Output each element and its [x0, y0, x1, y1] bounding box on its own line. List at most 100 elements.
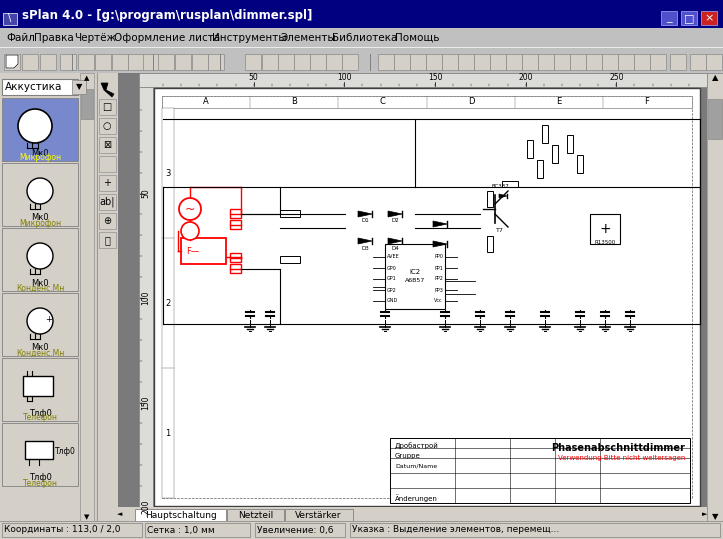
Text: ~: ~ — [185, 203, 195, 216]
Text: 200: 200 — [518, 73, 533, 82]
Text: □: □ — [103, 102, 111, 112]
Text: Библиотека: Библиотека — [332, 33, 397, 43]
Bar — [22, 54, 38, 70]
Bar — [118, 73, 707, 521]
Bar — [262, 54, 278, 70]
Text: B: B — [291, 98, 297, 107]
Text: Мк0: Мк0 — [31, 343, 49, 353]
Bar — [245, 54, 261, 70]
Text: Мк0: Мк0 — [31, 149, 49, 157]
Text: D2: D2 — [391, 218, 399, 224]
Text: T7: T7 — [496, 229, 504, 233]
Bar — [487, 191, 493, 207]
Text: ▼: ▼ — [76, 82, 82, 92]
Bar — [78, 54, 94, 70]
Bar — [72, 80, 86, 94]
Bar — [342, 54, 358, 70]
Text: +: + — [46, 314, 53, 323]
Text: 50: 50 — [249, 73, 259, 82]
Text: Änderungen: Änderungen — [395, 494, 438, 502]
Text: Аккустика: Аккустика — [5, 82, 62, 92]
Bar — [230, 264, 241, 273]
Text: Verstärker: Verstärker — [296, 510, 342, 520]
Text: Помощь: Помощь — [395, 33, 440, 43]
Text: A: A — [203, 98, 209, 107]
Bar — [2, 358, 78, 421]
Bar — [230, 220, 241, 229]
Text: D1: D1 — [361, 218, 369, 224]
Text: ◄: ◄ — [117, 511, 123, 517]
Text: IC2: IC2 — [409, 269, 421, 275]
Bar — [661, 11, 677, 25]
Bar — [112, 54, 128, 70]
Text: Телефон: Телефон — [22, 413, 58, 423]
Text: PP0: PP0 — [434, 254, 443, 259]
Bar — [522, 54, 538, 70]
Bar — [99, 232, 116, 248]
Text: ab|: ab| — [99, 197, 115, 208]
Text: Конденс.Мн: Конденс.Мн — [16, 349, 64, 357]
Bar — [99, 99, 116, 115]
Bar — [542, 125, 548, 143]
Bar — [567, 135, 573, 153]
Bar — [410, 54, 426, 70]
Bar — [701, 11, 717, 25]
Bar — [708, 99, 722, 139]
Text: 1: 1 — [166, 429, 171, 438]
Bar — [690, 54, 706, 70]
Text: Элементы: Элементы — [281, 33, 336, 43]
Text: ○: ○ — [103, 121, 111, 131]
Polygon shape — [388, 238, 402, 244]
Bar — [426, 54, 442, 70]
Text: ►: ► — [702, 511, 708, 517]
Bar — [602, 54, 618, 70]
Polygon shape — [358, 211, 372, 217]
Bar — [378, 54, 394, 70]
Bar — [208, 54, 224, 70]
Bar — [162, 108, 174, 498]
Bar — [192, 54, 208, 70]
Text: Тлф0: Тлф0 — [29, 409, 51, 418]
Bar — [181, 238, 226, 264]
Text: GP2: GP2 — [387, 287, 397, 293]
Bar — [135, 509, 226, 521]
Bar — [99, 118, 116, 134]
Bar — [490, 54, 506, 70]
Text: Координаты : 113,0 / 2,0: Координаты : 113,0 / 2,0 — [4, 526, 121, 535]
Text: 250: 250 — [609, 73, 623, 82]
Text: Микрофон: Микрофон — [19, 154, 61, 162]
Bar — [2, 79, 78, 95]
Bar — [255, 523, 345, 537]
Bar — [552, 145, 558, 163]
Polygon shape — [433, 221, 447, 227]
Text: ▲: ▲ — [711, 73, 718, 82]
Bar — [577, 155, 583, 173]
Text: PP3: PP3 — [434, 287, 443, 293]
Text: 150: 150 — [428, 73, 442, 82]
Bar — [118, 507, 707, 521]
Text: R13500: R13500 — [594, 239, 615, 245]
Text: Оформление листа: Оформление листа — [114, 33, 220, 43]
Polygon shape — [433, 241, 447, 247]
Polygon shape — [101, 83, 114, 97]
Text: Инструменты: Инструменты — [212, 33, 286, 43]
Bar — [2, 228, 78, 291]
Text: 150: 150 — [142, 395, 150, 410]
Text: Указка : Выделение элементов, перемещ...: Указка : Выделение элементов, перемещ... — [352, 526, 560, 535]
Text: Тлф0: Тлф0 — [29, 473, 51, 482]
Circle shape — [27, 243, 53, 269]
Bar — [60, 54, 76, 70]
Bar — [162, 96, 692, 108]
Bar — [570, 54, 586, 70]
Bar — [706, 54, 722, 70]
Bar — [227, 509, 283, 521]
Text: Увеличение: 0,6: Увеличение: 0,6 — [257, 526, 333, 535]
Bar — [99, 156, 116, 172]
Bar — [118, 507, 707, 521]
Bar — [81, 89, 93, 119]
Bar — [23, 376, 53, 396]
Bar — [25, 441, 53, 459]
Text: ▼: ▼ — [85, 514, 90, 520]
Text: D3: D3 — [361, 245, 369, 251]
Text: A6B57: A6B57 — [405, 278, 425, 282]
